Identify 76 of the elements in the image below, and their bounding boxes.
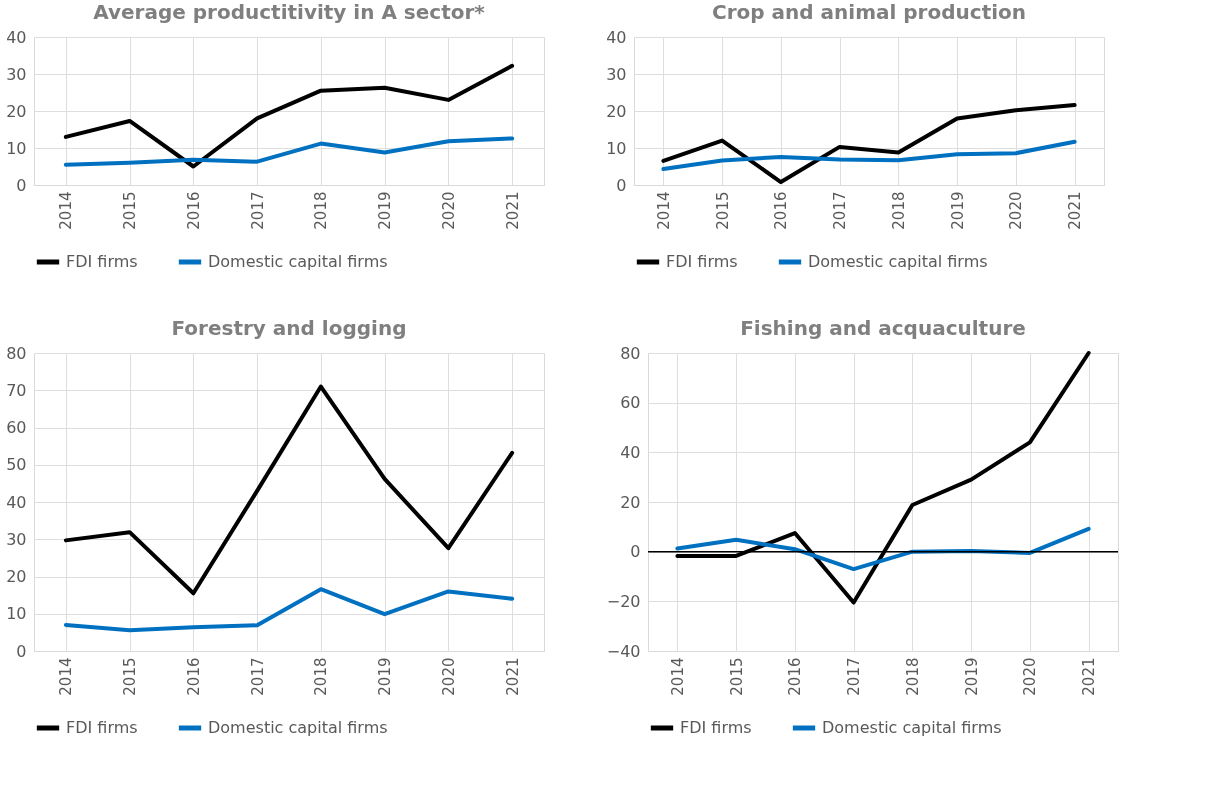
x-tick-label: 2019: [376, 191, 395, 230]
y-tick-label: 20: [6, 567, 27, 586]
y-tick-label: 10: [6, 604, 27, 624]
legend-label: FDI firms: [66, 718, 138, 737]
y-tick-label: 50: [6, 455, 27, 475]
x-tick-label: 2014: [654, 191, 673, 230]
x-tick-label: 2014: [57, 657, 76, 696]
x-tick-label: 2021: [503, 191, 522, 230]
x-tick-label: 2019: [376, 657, 395, 696]
chart-title: Forestry and logging: [171, 316, 407, 340]
y-tick-label: 80: [6, 343, 27, 363]
x-tick-label: 2021: [503, 657, 522, 696]
x-tick-label: 2016: [184, 191, 203, 230]
x-tick-label: 2020: [439, 657, 458, 696]
chart-title: Fishing and acquaculture: [740, 316, 1026, 340]
line-series: [63, 384, 515, 596]
x-tick-label: 2020: [1007, 191, 1026, 230]
x-tick-label: 2021: [1066, 191, 1085, 230]
x-tick-label: 2020: [1021, 657, 1040, 696]
x-tick-label: 2014: [57, 191, 76, 230]
y-tick-label: 20: [620, 492, 641, 512]
y-tick-label: 0: [630, 542, 641, 562]
x-tick-label: 2017: [831, 191, 850, 230]
y-tick-label: 40: [606, 27, 627, 47]
x-tick-label: 2015: [713, 191, 732, 230]
legend-label: Domestic capital firms: [822, 718, 1002, 737]
y-tick-label: 30: [6, 64, 27, 84]
line-series: [63, 63, 515, 169]
x-tick-label: 2014: [668, 657, 687, 696]
x-tick-label: 2021: [1080, 657, 1099, 696]
line-series: [63, 587, 515, 633]
chart-title: Average productitivity in A sector*: [93, 0, 486, 24]
x-tick-label: 2018: [312, 191, 331, 230]
x-tick-label: 2018: [889, 191, 908, 230]
y-tick-label: 0: [616, 175, 627, 195]
y-tick-label: 60: [6, 418, 27, 437]
y-tick-label: 40: [6, 492, 27, 512]
x-tick-label: 2016: [772, 191, 791, 230]
legend-label: FDI firms: [680, 718, 752, 737]
legend-label: FDI firms: [66, 252, 138, 271]
chart-title: Crop and animal production: [711, 0, 1027, 24]
x-tick-label: 2017: [845, 657, 864, 696]
legend-label: Domestic capital firms: [808, 252, 988, 271]
y-tick-label: 40: [620, 442, 641, 462]
y-tick-label: 30: [6, 529, 27, 549]
y-tick-label: 30: [606, 64, 627, 84]
x-tick-label: 2018: [903, 657, 922, 696]
y-tick-label: −20: [606, 591, 641, 611]
x-tick-label: 2018: [312, 657, 331, 696]
x-tick-label: 2020: [439, 191, 458, 230]
x-tick-label: 2016: [184, 657, 203, 696]
x-tick-label: 2015: [727, 657, 746, 696]
y-tick-label: 20: [6, 101, 27, 121]
x-tick-label: 2017: [248, 191, 267, 230]
legend-label: FDI firms: [666, 252, 738, 271]
y-tick-label: 70: [6, 380, 27, 400]
x-tick-label: 2019: [948, 191, 967, 230]
line-series: [63, 136, 515, 167]
y-tick-label: 10: [606, 138, 627, 158]
line-series: [661, 103, 1077, 185]
y-tick-label: −40: [606, 641, 641, 661]
y-tick-label: 20: [606, 101, 627, 121]
y-tick-label: 0: [16, 175, 27, 195]
line-series: [661, 139, 1077, 172]
x-tick-label: 2017: [248, 657, 267, 696]
y-tick-label: 40: [6, 27, 27, 47]
legend-label: Domestic capital firms: [208, 252, 388, 271]
y-tick-label: 0: [16, 641, 27, 661]
legend-label: Domestic capital firms: [208, 718, 388, 737]
x-tick-label: 2019: [962, 657, 981, 696]
x-tick-label: 2015: [121, 191, 140, 230]
x-tick-label: 2015: [121, 657, 140, 696]
y-tick-label: 60: [620, 393, 641, 413]
y-tick-label: 10: [6, 138, 27, 158]
x-tick-label: 2016: [786, 657, 805, 696]
y-tick-label: 80: [620, 343, 641, 363]
